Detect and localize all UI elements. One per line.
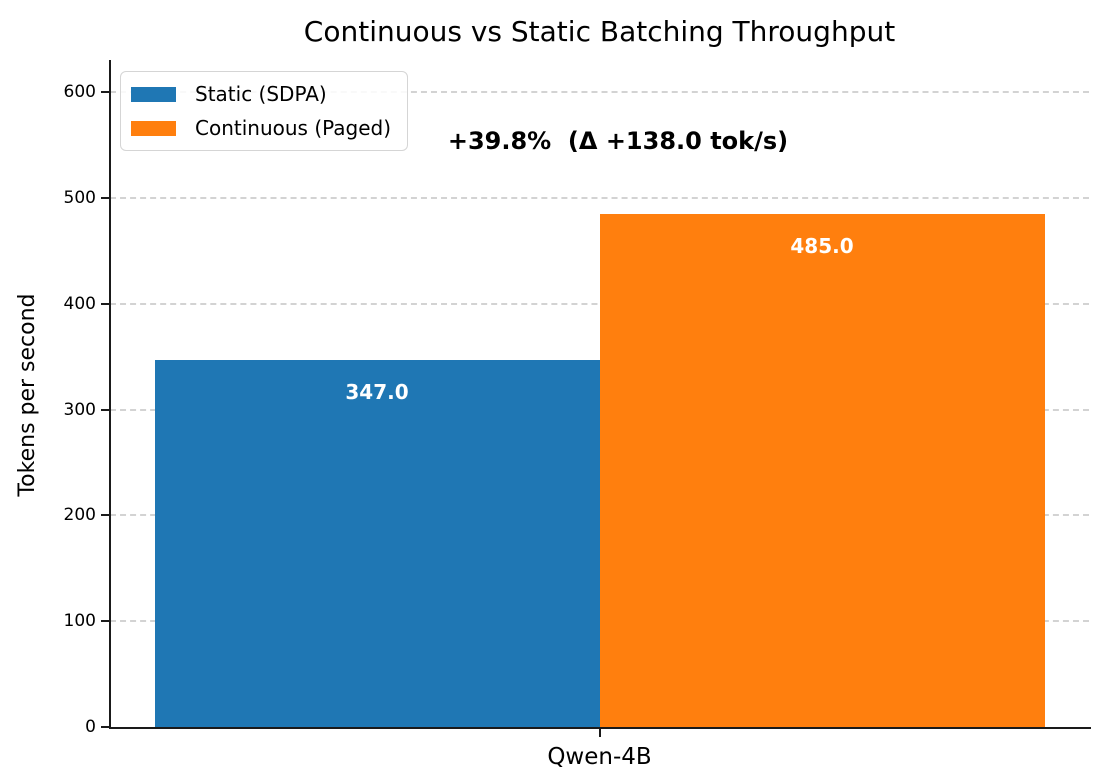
legend-swatch-static-sdpa [131,86,176,102]
legend-entry-static-sdpa: Static (SDPA) [131,82,391,106]
y-tick-mark-100 [101,620,109,623]
y-tick-label-100: 100 [63,611,96,632]
y-tick-label-500: 500 [63,188,96,209]
y-tick-mark-200 [101,514,109,517]
bar-static-sdpa: 347.0 [154,359,600,727]
y-tick-label-200: 200 [63,505,96,526]
x-tick-mark-qwen-4b [598,729,601,737]
bar-continuous-paged: 485.0 [599,213,1045,727]
y-tick-mark-600 [101,91,109,94]
y-axis-spine [109,60,111,729]
x-tick-label-qwen-4b: Qwen-4B [547,744,652,770]
legend-swatch-continuous-paged [131,120,176,136]
y-tick-mark-500 [101,197,109,200]
gridline-y-600 [110,91,1089,94]
y-tick-label-300: 300 [63,399,96,420]
legend-label-continuous-paged: Continuous (Paged) [195,116,392,140]
y-tick-mark-0 [101,726,109,728]
legend: Static (SDPA) Continuous (Paged) [120,71,409,151]
delta-annotation: +39.8% (Δ +138.0 tok/s) [447,127,789,155]
legend-label-static-sdpa: Static (SDPA) [195,82,327,106]
bar-value-label-static-sdpa: 347.0 [345,379,409,404]
y-axis-label: Tokens per second [15,293,40,497]
y-tick-mark-300 [101,408,109,411]
chart-title: Continuous vs Static Batching Throughput [303,15,896,48]
y-tick-label-400: 400 [63,293,96,314]
gridline-y-500 [110,197,1089,200]
bar-value-label-continuous-paged: 485.0 [790,233,854,258]
y-tick-label-0: 0 [85,717,96,737]
y-tick-label-600: 600 [63,82,96,103]
x-axis-spine [109,727,1091,729]
legend-entry-continuous-paged: Continuous (Paged) [131,116,391,140]
y-tick-mark-400 [101,302,109,305]
